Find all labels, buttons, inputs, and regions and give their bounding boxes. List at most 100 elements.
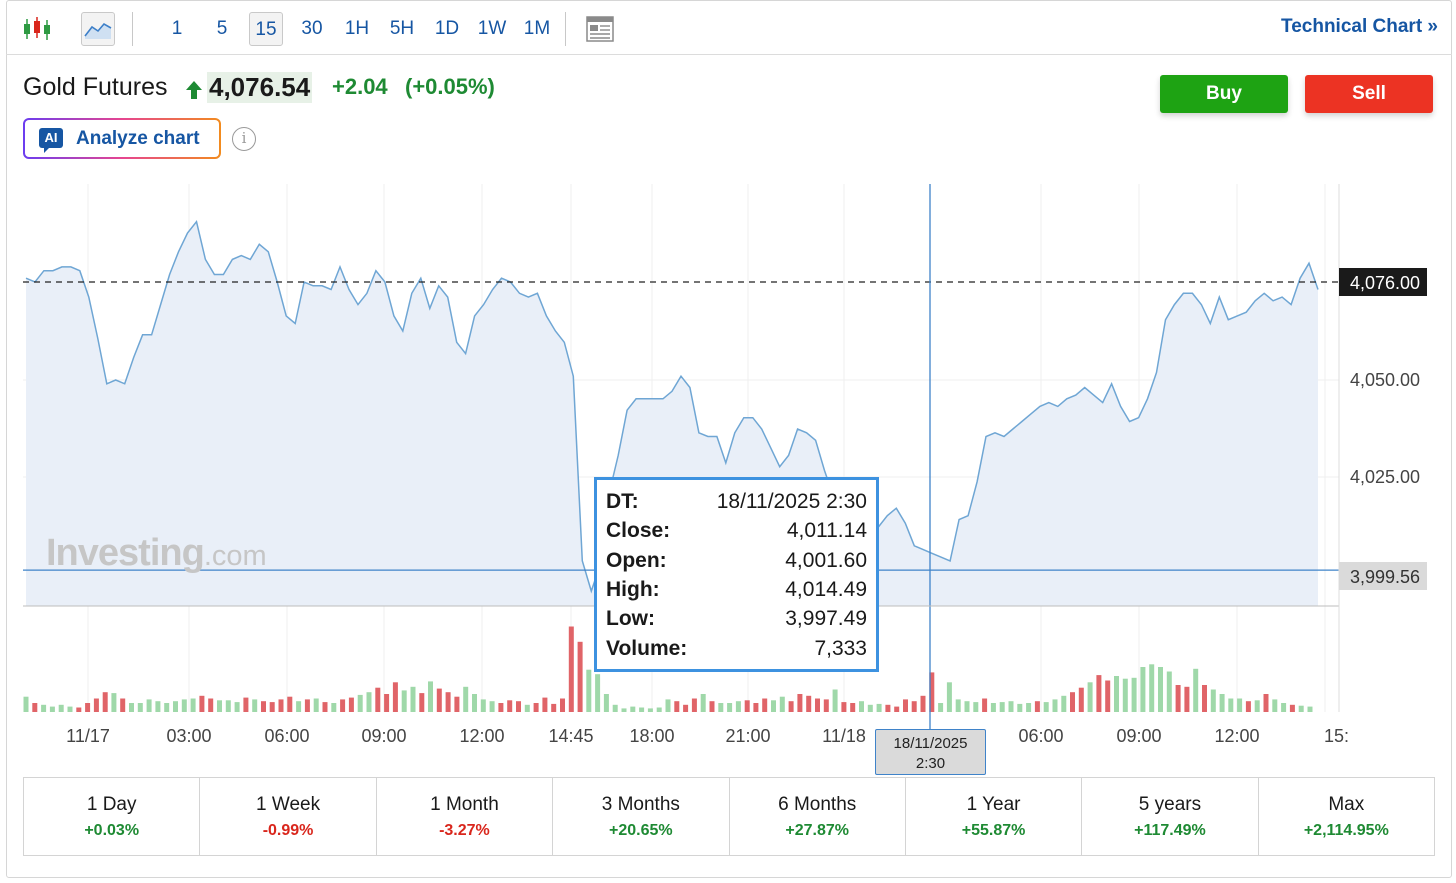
buy-button[interactable]: Buy — [1160, 75, 1288, 113]
volume-bar — [410, 686, 416, 712]
sell-button[interactable]: Sell — [1305, 75, 1433, 113]
volume-bar — [832, 689, 838, 712]
tooltip-row: Open: 4,001.60 — [606, 549, 867, 578]
volume-bar — [76, 707, 82, 712]
tooltip-key: DT: — [606, 490, 639, 513]
volume-bar — [436, 688, 442, 712]
period-change: +27.87% — [785, 822, 849, 839]
tooltip-key: Volume: — [606, 636, 688, 660]
volume-bar — [173, 701, 178, 712]
volume-bar — [999, 702, 1005, 712]
volume-bar — [973, 702, 979, 712]
period-change: -0.99% — [262, 822, 314, 839]
volume-bar — [137, 703, 143, 712]
volume-bar — [41, 704, 47, 712]
period-max[interactable]: Max +2,114.95% — [1259, 778, 1434, 855]
period-6-months[interactable]: 6 Months +27.87% — [730, 778, 906, 855]
volume-bar — [1298, 705, 1304, 712]
volume-bar — [1281, 703, 1287, 712]
volume-bar — [656, 707, 662, 712]
period-change: +20.65% — [609, 822, 673, 839]
timeframe-1w[interactable]: 1W — [477, 18, 507, 39]
volume-bar — [1061, 695, 1067, 712]
period-label: 3 Months — [601, 794, 680, 815]
area-chart-icon[interactable] — [81, 12, 115, 46]
analyze-chart-button[interactable]: AI Analyze chart — [23, 118, 221, 159]
arrow-up-icon — [186, 81, 202, 99]
volume-bar — [1131, 677, 1137, 712]
current-price-label-bg — [1339, 268, 1427, 296]
volume-bar — [463, 686, 469, 712]
timeframe-1m[interactable]: 1M — [523, 18, 551, 39]
volume-bar — [120, 698, 126, 712]
news-layout-icon[interactable] — [583, 12, 617, 46]
volume-bar — [542, 697, 548, 712]
volume-bar — [1219, 694, 1225, 712]
volume-bar — [199, 695, 205, 712]
period-label: 1 Week — [256, 794, 321, 815]
price-change-percent: (+0.05%) — [405, 74, 495, 99]
timeframe-1d[interactable]: 1D — [434, 18, 460, 39]
period-label: Max — [1328, 794, 1365, 815]
volume-bar — [1122, 678, 1128, 712]
timeframe-1[interactable]: 1 — [171, 18, 183, 39]
timeframe-5[interactable]: 5 — [216, 18, 228, 39]
info-icon[interactable]: i — [232, 127, 256, 151]
volume-bar — [58, 704, 64, 712]
timeframe-30[interactable]: 30 — [301, 18, 323, 39]
volume-bar — [577, 641, 583, 712]
instrument-name: Gold Futures — [23, 73, 168, 101]
volume-bar — [234, 702, 240, 712]
volume-bar — [1307, 706, 1313, 712]
volume-bar — [683, 704, 689, 712]
volume-bar — [929, 672, 935, 712]
volume-bar — [67, 706, 73, 712]
volume-bar — [700, 694, 706, 712]
volume-bar — [841, 702, 847, 712]
timeframe-5h[interactable]: 5H — [389, 18, 415, 39]
volume-bar — [32, 703, 38, 712]
period-3-months[interactable]: 3 Months +20.65% — [553, 778, 730, 855]
y-tick-label: 4,050.00 — [1350, 370, 1420, 390]
period-1-day[interactable]: 1 Day +0.03% — [24, 778, 201, 855]
volume-bar — [586, 669, 592, 712]
volume-bar — [313, 698, 319, 712]
volume-bar — [990, 703, 996, 712]
volume-bar — [1202, 685, 1207, 712]
volume-bar — [322, 702, 328, 712]
period-1-week[interactable]: 1 Week -0.99% — [200, 778, 377, 855]
price-area-fill — [26, 221, 1318, 606]
volume-bar — [568, 626, 574, 712]
volume-bar — [164, 703, 170, 712]
tooltip-row: Close: 4,011.14 — [606, 519, 867, 548]
volume-bar — [1245, 701, 1251, 712]
x-tick-label: 12:00 — [1214, 726, 1260, 746]
price-change: +2.04 — [332, 74, 388, 99]
volume-bar — [1078, 687, 1084, 712]
period-5-years[interactable]: 5 years +117.49% — [1082, 778, 1259, 855]
crosshair-price-label-bg — [1339, 562, 1427, 590]
volume-bar — [946, 682, 952, 712]
period-1-year[interactable]: 1 Year +55.87% — [906, 778, 1083, 855]
volume-bar — [867, 704, 873, 712]
timeframe-15[interactable]: 15 — [249, 12, 283, 46]
volume-bar — [1087, 682, 1093, 712]
timeframe-1h[interactable]: 1H — [344, 18, 370, 39]
volume-bar — [146, 699, 152, 712]
volume-bar — [516, 701, 521, 712]
ohlc-tooltip: DT: 18/11/2025 2:30 Close: 4,011.14 Open: 4,0… — [594, 477, 879, 672]
volume-bar — [1105, 680, 1111, 712]
toolbar-separator — [132, 12, 133, 46]
candlestick-icon[interactable] — [20, 12, 54, 46]
tooltip-value: 3,997.49 — [785, 607, 867, 631]
period-1-month[interactable]: 1 Month -3.27% — [377, 778, 554, 855]
technical-chart-link[interactable]: Technical Chart » — [1281, 16, 1438, 37]
volume-bar — [630, 706, 636, 712]
ai-badge-icon: AI — [39, 128, 63, 153]
volume-bar — [551, 703, 557, 712]
volume-bar — [181, 699, 187, 712]
tooltip-row: Low: 3,997.49 — [606, 607, 867, 636]
toolbar-separator — [565, 12, 566, 46]
period-label: 1 Year — [966, 794, 1021, 815]
